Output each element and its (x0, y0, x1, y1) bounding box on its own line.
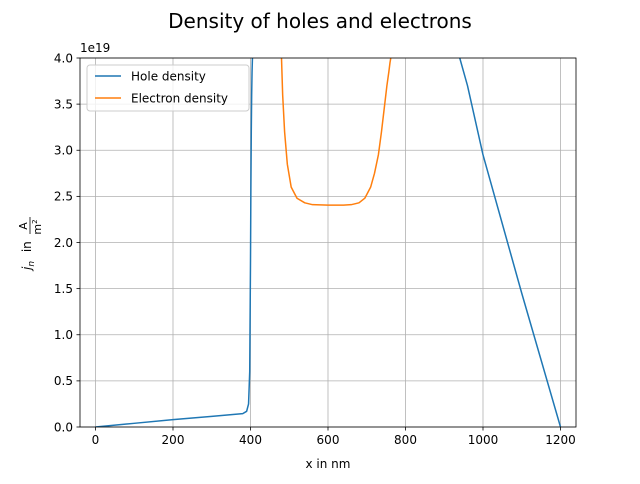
y-tick-label-6: 3.0 (54, 144, 73, 158)
series-line-hole-density (95, 58, 562, 427)
x-tick-label-4: 800 (394, 433, 417, 447)
legend-box (86, 64, 250, 112)
x-tick-label-3: 600 (317, 433, 340, 447)
y-axis-label-in: in (20, 237, 34, 256)
y-axis-label-unit-den-base: m (31, 224, 44, 235)
legend-label-hole-density: Hole density (131, 70, 206, 84)
y-axis-label-main: j (20, 266, 34, 272)
y-axis-offset-label: 1e19 (80, 41, 110, 55)
y-axis-label-unit-numerator: A (17, 222, 30, 230)
y-tick-label-7: 3.5 (54, 97, 73, 111)
y-tick-label-8: 4.0 (54, 51, 73, 65)
chart-title: Density of holes and electrons (168, 9, 472, 33)
y-axis-label-j: jn (20, 261, 37, 272)
y-tick-label-2: 1.0 (54, 328, 73, 342)
x-axis-label: x in nm (306, 457, 351, 471)
y-tick-label-5: 2.5 (54, 190, 73, 204)
x-tick-label-6: 1200 (545, 433, 576, 447)
y-axis-ticks: 0.0 0.5 1.0 1.5 2.0 2.5 3.0 3.5 4.0 (54, 51, 80, 434)
x-tick-label-2: 400 (239, 433, 262, 447)
series-group (95, 58, 562, 427)
legend: Hole density Electron density (86, 64, 250, 112)
x-tick-label-1: 200 (162, 433, 185, 447)
x-axis-ticks: 0 200 400 600 800 1000 1200 (92, 427, 576, 447)
y-axis-label-unit-denominator: m2 (31, 219, 44, 234)
y-axis-label-sub: n (27, 261, 37, 267)
y-tick-label-0: 0.0 (54, 420, 73, 434)
legend-label-electron-density: Electron density (131, 92, 228, 106)
x-tick-label-5: 1000 (468, 433, 499, 447)
y-tick-label-3: 1.5 (54, 282, 73, 296)
y-tick-label-4: 2.0 (54, 236, 73, 250)
y-tick-label-1: 0.5 (54, 374, 73, 388)
y-axis-label: jn in A m2 (17, 217, 44, 272)
series-line-electron-density (280, 58, 392, 206)
x-tick-label-0: 0 (92, 433, 100, 447)
y-axis-label-unit-den-sup: 2 (31, 219, 39, 223)
